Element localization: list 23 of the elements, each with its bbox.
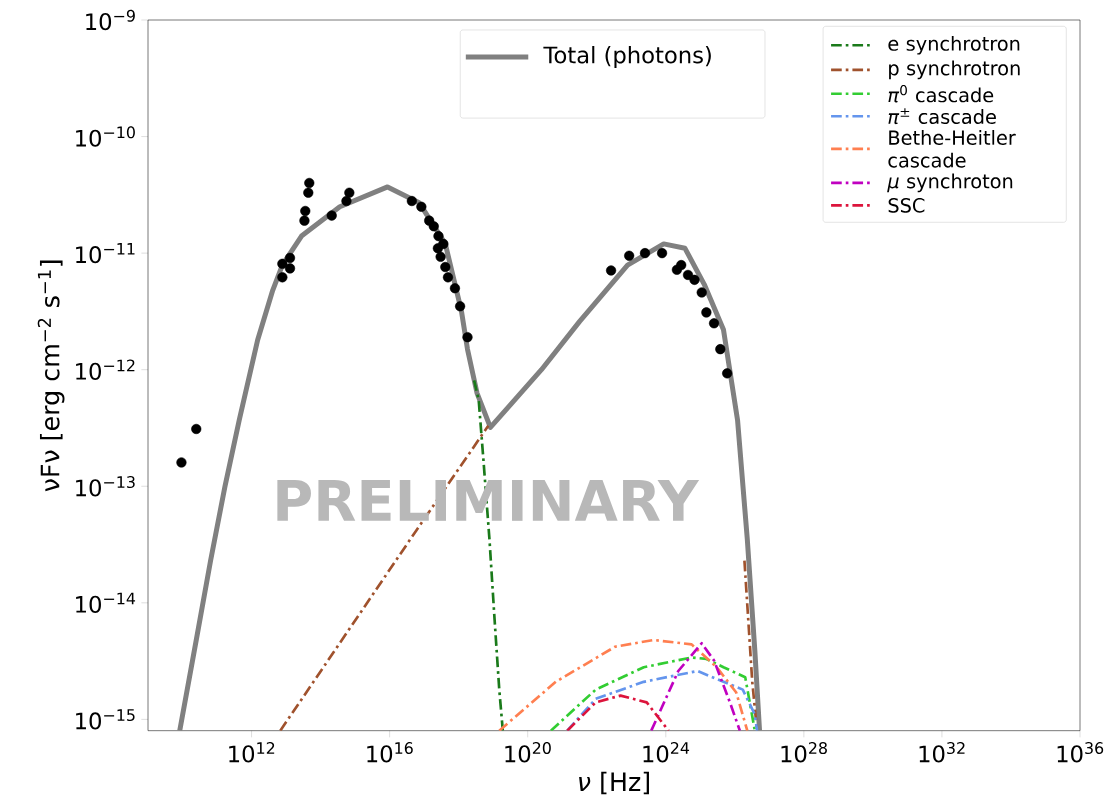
y-tick-label: 10$^{−9}$ [86,9,135,31]
x-tick-label: 10$^{28}$ [781,742,827,763]
legend-label: p synchrotron [889,60,1020,80]
y-tick-label: 10$^{−13}$ [76,476,135,497]
x-tick-label: 10$^{16}$ [367,742,413,763]
x-tick-label: 10$^{32}$ [919,742,965,763]
y-tick-label: 10$^{−14}$ [76,592,136,613]
x-tick-label: 10$^{24}$ [643,742,690,763]
y-axis-title: νFν [erg cm$^{−2}$ s$^{−1}$] [37,260,65,492]
x-axis-title: ν [Hz] [579,771,649,795]
legend-label: Total (photons) [543,45,711,68]
legend-label: μ synchroton [887,173,1013,193]
y-tick-label: 10$^{−12}$ [76,359,135,380]
x-tick-label: 10$^{12}$ [229,742,275,763]
y-tick-label: 10$^{−11}$ [76,243,135,264]
x-tick-label: 10$^{20}$ [505,742,551,763]
legend-label: π$^{±}$ cascade [888,108,996,125]
y-tick-label: 10$^{−10}$ [76,126,135,147]
x-tick-label: 10$^{36}$ [1057,742,1104,763]
legend-label: e synchrotron [888,35,1020,55]
y-tick-label: 10$^{−15}$ [76,709,135,730]
legend-label: SSC [888,198,925,213]
legend-label: π$^{0}$ cascade [888,85,994,103]
